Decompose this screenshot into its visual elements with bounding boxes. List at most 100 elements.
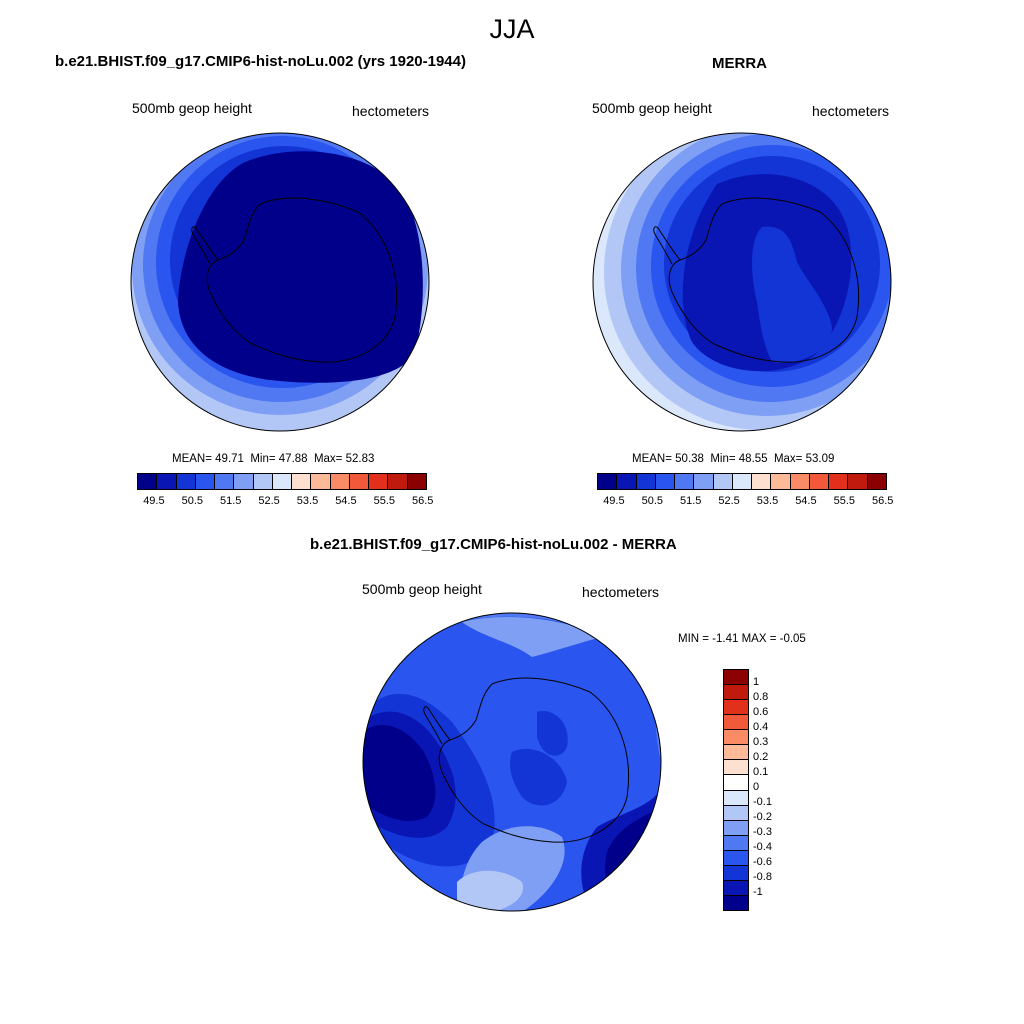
colorbar-swatch xyxy=(253,474,273,489)
colorbar-tick-label: 0 xyxy=(753,781,760,793)
panel1-band-darkest xyxy=(178,151,423,383)
colorbar-swatch xyxy=(724,880,748,896)
colorbar-tick-label: 1 xyxy=(753,676,760,688)
colorbar-tick-label: 52.5 xyxy=(258,495,280,507)
colorbar-swatch xyxy=(617,474,637,489)
colorbar-tick-label: 0.8 xyxy=(753,691,769,703)
panel1-min-value: 47.88 xyxy=(278,453,308,465)
colorbar-tick-label: -1 xyxy=(753,886,763,898)
colorbar-swatch xyxy=(809,474,830,489)
panel3-peninsula-outline xyxy=(423,706,451,745)
panel1-stats: MEAN= 49.71 Min= 47.88 Max= 52.83 xyxy=(172,453,374,465)
panel1-mean-value: 49.71 xyxy=(215,453,244,465)
colorbar-swatch xyxy=(790,474,810,489)
panel2-min-value: 48.55 xyxy=(738,453,768,465)
colorbar-swatch xyxy=(724,895,748,910)
panel3-band-light2 xyxy=(462,617,602,657)
colorbar-swatch xyxy=(234,474,254,489)
panel2-variable-label: 500mb geop height xyxy=(592,100,712,116)
colorbar-tick-label: -0.3 xyxy=(753,826,772,838)
panel2-peninsula-outline xyxy=(653,226,681,265)
panel3-minmax: MIN = -1.41 MAX = -0.05 xyxy=(678,633,806,645)
panel1-peninsula-outline xyxy=(191,226,219,265)
colorbar-tick-label: 56.5 xyxy=(412,495,434,507)
panel1-max-value: 52.83 xyxy=(345,453,375,465)
panel3-band-mid-core1 xyxy=(537,711,568,756)
colorbar-tick-label: -0.2 xyxy=(753,811,772,823)
panel3-map-border xyxy=(362,612,662,912)
colorbar-tick-label: 0.4 xyxy=(753,721,769,733)
panel1-variable-label: 500mb geop height xyxy=(132,100,252,116)
colorbar-tick-label: 53.5 xyxy=(756,495,779,507)
colorbar-tick-label: 53.5 xyxy=(296,495,319,507)
panel1-mean-label: MEAN= xyxy=(172,453,212,465)
colorbar-swatch xyxy=(724,715,748,731)
panel2-antarctica-outline xyxy=(668,197,860,363)
colorbar-swatch xyxy=(724,835,748,851)
colorbar-swatch xyxy=(732,474,753,489)
colorbar-tick-label: 0.3 xyxy=(753,736,769,748)
colorbar-swatch xyxy=(724,865,748,881)
panel3-band-light3-south xyxy=(457,870,523,911)
colorbar-swatch xyxy=(724,700,748,716)
colorbar-swatch xyxy=(157,474,177,489)
panel1-title: b.e21.BHIST.f09_g17.CMIP6-hist-noLu.002 … xyxy=(55,53,466,70)
colorbar-swatch xyxy=(724,820,748,836)
colorbar-swatch xyxy=(138,474,158,489)
colorbar-swatch xyxy=(724,685,748,701)
colorbar-swatch xyxy=(675,474,695,489)
colorbar-swatch xyxy=(724,670,748,686)
panel1-max-label: Max= xyxy=(313,453,343,465)
panel1-map-border xyxy=(130,132,430,432)
panel2-band-mid-core xyxy=(752,226,832,363)
main-title: JJA xyxy=(489,14,535,44)
panel3-polar-map xyxy=(362,612,662,912)
panel2-colorbar xyxy=(597,473,887,490)
colorbar-swatch xyxy=(272,474,293,489)
panel3-band-darkest-west xyxy=(363,724,436,821)
colorbar-swatch xyxy=(724,775,748,791)
panel1-min-label: Min= xyxy=(250,453,276,465)
panel2-mean-value: 50.38 xyxy=(675,453,704,465)
panel3-units-label: hectometers xyxy=(582,584,660,600)
panel2-units-label: hectometers xyxy=(812,103,890,119)
colorbar-swatch xyxy=(771,474,791,489)
colorbar-swatch xyxy=(407,474,426,489)
colorbar-tick-label: 50.5 xyxy=(641,495,664,507)
colorbar-swatch xyxy=(867,474,886,489)
colorbar-tick-label: 0.6 xyxy=(753,706,769,718)
panel2-title: MERRA xyxy=(712,55,767,72)
colorbar-swatch xyxy=(636,474,656,489)
colorbar-tick-label: 49.5 xyxy=(603,495,625,507)
colorbar-swatch xyxy=(752,474,772,489)
colorbar-swatch xyxy=(215,474,235,489)
colorbar-swatch xyxy=(724,790,748,806)
colorbar-tick-label: 54.5 xyxy=(795,495,817,507)
colorbar-swatch xyxy=(724,730,748,746)
colorbar-tick-label: 55.5 xyxy=(373,495,396,507)
colorbar-swatch xyxy=(724,805,748,821)
colorbar-swatch xyxy=(330,474,350,489)
colorbar-swatch xyxy=(311,474,331,489)
panel3-variable-label: 500mb geop height xyxy=(362,581,482,597)
panel2-map-border xyxy=(592,132,892,432)
colorbar-tick-label: -0.4 xyxy=(753,841,772,853)
panel1-antarctica-outline xyxy=(206,197,398,363)
colorbar-tick-label: 49.5 xyxy=(143,495,165,507)
colorbar-swatch xyxy=(724,760,748,776)
colorbar-swatch xyxy=(388,474,408,489)
colorbar-tick-label: 51.5 xyxy=(680,495,702,507)
colorbar-tick-label: 54.5 xyxy=(335,495,357,507)
colorbar-tick-label: 0.2 xyxy=(753,751,769,763)
colorbar-tick-label: 0.1 xyxy=(753,766,769,778)
panel3-band-mid-core2 xyxy=(510,748,567,806)
panel2-polar-map xyxy=(592,132,892,432)
colorbar-tick-label: 52.5 xyxy=(718,495,740,507)
colorbar-tick-label: -0.1 xyxy=(753,796,772,808)
colorbar-tick-label: 50.5 xyxy=(181,495,204,507)
colorbar-tick-label: -0.6 xyxy=(753,856,772,868)
colorbar-swatch xyxy=(724,850,748,866)
colorbar-swatch xyxy=(195,474,216,489)
colorbar-swatch xyxy=(176,474,196,489)
colorbar-swatch xyxy=(292,474,312,489)
